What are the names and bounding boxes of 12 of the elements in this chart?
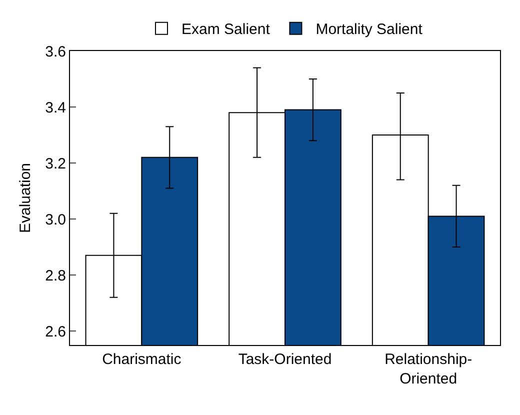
y-tick-label: 2.6 xyxy=(45,323,66,340)
legend-label: Exam Salient xyxy=(182,21,271,38)
y-tick-label: 3.6 xyxy=(45,43,66,60)
x-tick-label: Relationship-Oriented xyxy=(384,351,472,388)
y-tick-label: 2.8 xyxy=(45,267,66,284)
y-tick-label: 3.0 xyxy=(45,211,66,228)
y-axis-title: Evaluation xyxy=(17,162,34,234)
x-tick-label: Task-Oriented xyxy=(238,351,332,368)
x-tick-label: Charismatic xyxy=(102,351,182,368)
legend-label: Mortality Salient xyxy=(316,21,424,38)
y-tick-label: 3.2 xyxy=(45,155,66,172)
y-tick-label: 3.4 xyxy=(45,99,66,116)
